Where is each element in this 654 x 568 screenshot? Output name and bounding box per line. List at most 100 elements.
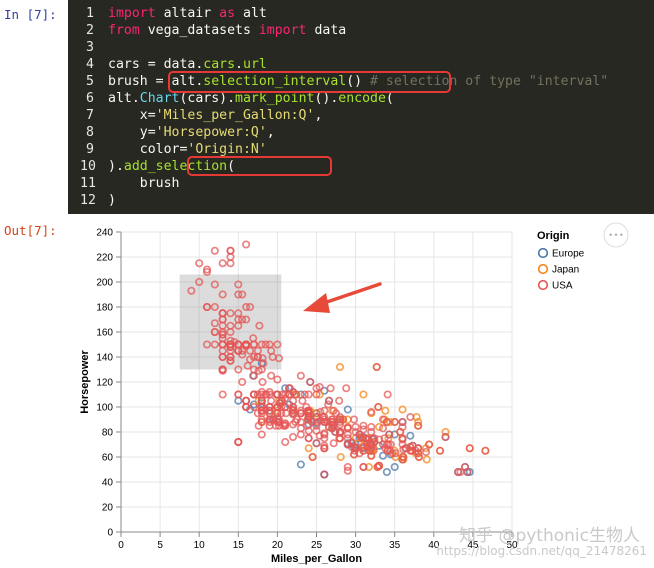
chart-legend[interactable]: Origin Europe Japan USA <box>537 230 585 292</box>
data-point <box>374 402 383 412</box>
data-point <box>218 327 227 337</box>
data-point <box>259 359 268 368</box>
data-point <box>315 382 324 392</box>
data-point <box>254 421 263 430</box>
code-token: url <box>243 57 267 72</box>
code-token: (cars). <box>179 91 236 106</box>
y-tick-label: 60 <box>102 453 114 464</box>
code-token: x= <box>108 108 156 123</box>
data-point <box>254 366 263 375</box>
code-text: color='Origin:N' <box>108 141 267 158</box>
add-selection-highlight <box>187 156 332 176</box>
code-token: alt. <box>108 91 140 106</box>
code-token: . <box>235 57 243 72</box>
data-point <box>349 450 359 459</box>
data-point <box>267 346 276 355</box>
x-tick-label: 20 <box>272 540 284 551</box>
data-point <box>288 406 298 415</box>
data-point <box>331 427 340 437</box>
data-point <box>320 441 329 450</box>
code-cell[interactable]: 1 import altair as alt 2 from vega_datasets… <box>68 0 654 214</box>
x-axis-title: Miles_per_Gallon <box>271 553 362 565</box>
code-token: color= <box>108 142 188 157</box>
data-point <box>414 444 423 453</box>
data-point <box>329 406 338 415</box>
more-options-button[interactable]: ••• <box>603 222 629 248</box>
data-point <box>257 396 266 405</box>
chart-axes: 0 5 10 15 20 25 30 35 40 45 50 0 20 40 60 80 100 120 140 16… <box>79 228 518 566</box>
data-point <box>398 434 407 443</box>
data-point <box>422 455 431 464</box>
data-point <box>335 417 345 427</box>
code-text: x='Miles_per_Gallon:Q', <box>108 107 323 124</box>
code-token: cars <box>203 57 236 72</box>
data-point <box>335 396 344 405</box>
x-tick-label: 50 <box>506 540 518 551</box>
data-point <box>275 399 284 408</box>
data-point <box>218 315 227 324</box>
legend-label[interactable]: Europe <box>552 249 585 260</box>
data-point <box>343 430 352 439</box>
code-token: add_selection <box>123 159 228 174</box>
code-token: Chart <box>139 91 180 106</box>
data-point <box>249 402 258 412</box>
data-point <box>267 371 276 380</box>
data-point <box>257 340 266 349</box>
data-point <box>273 340 282 349</box>
data-point <box>288 387 298 397</box>
code-token: alt <box>235 6 267 21</box>
data-point <box>350 446 359 455</box>
data-point <box>226 259 235 268</box>
legend-symbol <box>537 279 549 291</box>
more-horizontal-icon: ••• <box>608 231 624 241</box>
y-tick-label: 100 <box>96 403 113 414</box>
data-point <box>242 341 251 350</box>
data-point <box>359 390 368 399</box>
y-axis-title: Horsepower <box>79 349 91 413</box>
data-point <box>349 415 359 424</box>
data-point <box>302 402 311 412</box>
data-point <box>281 390 290 399</box>
data-point <box>335 429 345 438</box>
data-point <box>343 405 352 414</box>
data-point <box>359 421 368 430</box>
data-point <box>351 422 360 432</box>
data-point <box>265 406 274 415</box>
y-tick-label: 40 <box>102 478 114 489</box>
legend-label[interactable]: Japan <box>552 265 579 276</box>
x-tick-label: 10 <box>194 540 206 551</box>
data-point <box>320 470 329 479</box>
data-point <box>375 422 384 432</box>
data-point <box>398 422 407 432</box>
data-point <box>382 467 391 477</box>
selection-interval-highlight <box>168 71 451 93</box>
line-number: 5 <box>86 74 94 89</box>
line-number: 2 <box>86 23 94 38</box>
scatter-chart[interactable]: 0 5 10 15 20 25 30 35 40 45 50 0 20 40 60 80 100 120 140 16… <box>0 214 654 568</box>
code-token: data <box>306 23 347 38</box>
data-point <box>372 362 381 372</box>
data-point <box>226 342 235 352</box>
code-token: ) <box>108 193 116 208</box>
legend-symbol <box>537 263 549 275</box>
data-point <box>195 277 204 287</box>
data-point <box>398 405 407 414</box>
code-token: # selection of type "interval" <box>370 74 609 89</box>
y-tick-label: 160 <box>96 328 113 339</box>
data-point <box>367 422 376 432</box>
code-token: () <box>346 74 371 89</box>
data-point <box>406 412 415 422</box>
data-point <box>238 346 247 355</box>
data-point <box>272 390 281 399</box>
data-point <box>226 246 235 255</box>
data-point <box>414 421 423 430</box>
code-token: , <box>314 108 323 123</box>
code-text: ) <box>108 192 116 209</box>
data-point <box>304 426 313 435</box>
data-point <box>278 390 287 399</box>
data-point <box>210 246 219 255</box>
data-point <box>414 417 423 427</box>
legend-label[interactable]: USA <box>552 281 573 292</box>
data-point <box>367 444 376 453</box>
data-point <box>328 415 337 424</box>
